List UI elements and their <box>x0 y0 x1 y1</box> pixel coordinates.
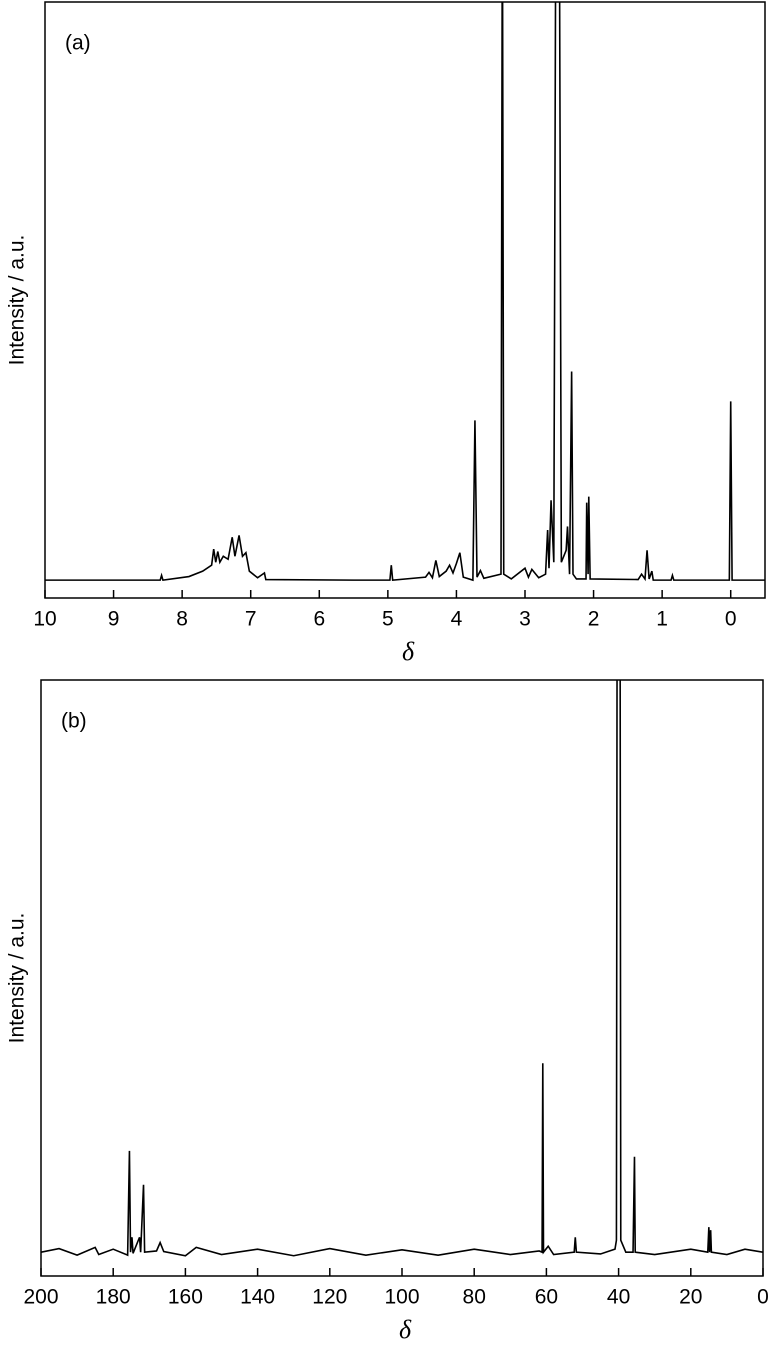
x-tick-label: 4 <box>451 608 463 631</box>
x-tick-label: 0 <box>757 1286 768 1309</box>
plot-frame <box>44 1 766 599</box>
x-tick-label: 8 <box>176 608 188 631</box>
x-tick-label: 0 <box>725 608 737 631</box>
x-tick-label: 7 <box>245 608 257 631</box>
x-tick-label: 1 <box>656 608 668 631</box>
plot-frame <box>40 679 764 1277</box>
x-tick-label: 140 <box>240 1286 275 1309</box>
x-tick-label: 160 <box>168 1286 203 1309</box>
x-tick-label: 100 <box>384 1286 419 1309</box>
x-axis-label: δ <box>399 1315 412 1344</box>
x-tick-label: 40 <box>607 1286 630 1309</box>
x-tick-label: 9 <box>108 608 120 631</box>
x-tick-label: 6 <box>313 608 325 631</box>
x-tick-label: 10 <box>33 608 56 631</box>
spectrum-line <box>41 680 763 1257</box>
x-tick-label: 3 <box>519 608 531 631</box>
x-tick-label: 60 <box>535 1286 558 1309</box>
x-tick-label: 120 <box>312 1286 347 1309</box>
y-axis-label: Intensity / a.u. <box>6 913 29 1044</box>
x-tick-label: 80 <box>463 1286 486 1309</box>
x-tick-label: 180 <box>96 1286 131 1309</box>
x-tick-label: 5 <box>382 608 394 631</box>
x-tick-label: 200 <box>23 1286 58 1309</box>
spectrum-line <box>45 2 765 582</box>
x-tick-label: 20 <box>679 1286 702 1309</box>
y-axis-label: Intensity / a.u. <box>6 235 29 366</box>
x-axis-label: δ <box>402 637 415 666</box>
panel-label: (b) <box>61 710 87 733</box>
x-tick-label: 2 <box>588 608 600 631</box>
panel-label: (a) <box>65 32 91 55</box>
